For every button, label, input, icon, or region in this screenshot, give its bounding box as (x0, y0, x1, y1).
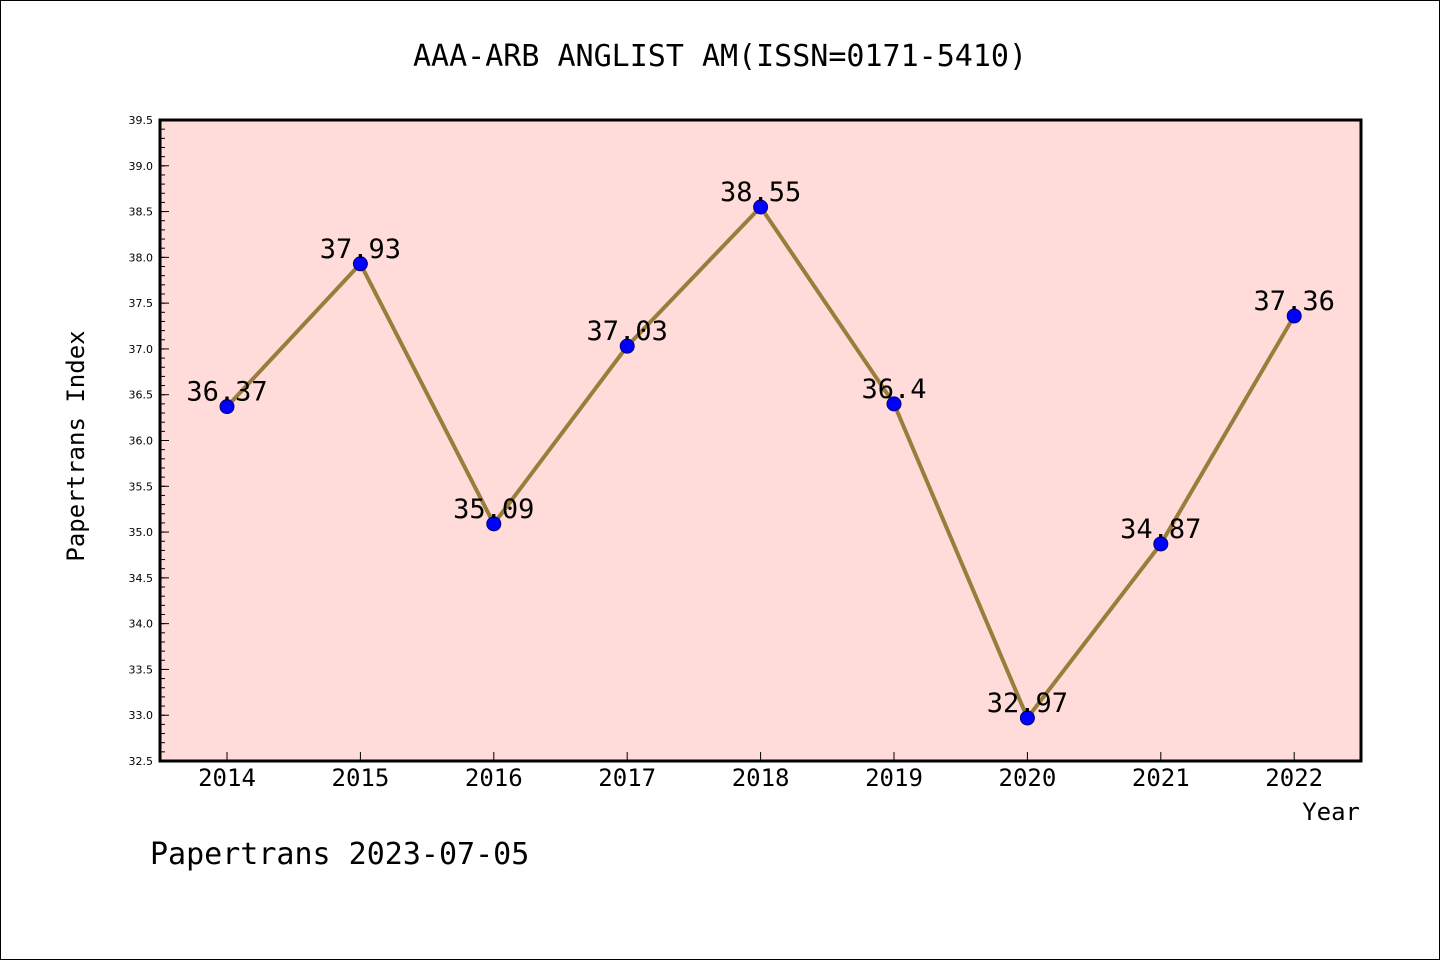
x-tick-label: 2021 (1132, 764, 1190, 792)
x-axis-title: Year (1302, 798, 1360, 826)
data-label: 37.03 (587, 316, 668, 347)
data-label: 36.4 (861, 374, 926, 405)
plot-frame (158, 118, 1363, 763)
y-tick-label: 36.5 (129, 389, 154, 402)
footer-credit: Papertrans 2023-07-05 (150, 837, 529, 872)
x-tick-label: 2017 (598, 764, 656, 792)
data-point (1019, 710, 1035, 726)
y-tick-label: 39.5 (129, 114, 154, 127)
data-point (886, 396, 902, 412)
data-point (219, 399, 235, 415)
x-tick-label: 2014 (198, 764, 256, 792)
data-point (1286, 308, 1302, 324)
data-point (619, 338, 635, 354)
x-tick-label: 2016 (465, 764, 523, 792)
y-axis-ticks: 32.5 33.0 33.5 34.0 34.5 35.0 35.5 36.0 36.5 37.0… (129, 114, 169, 768)
y-tick-label: 35.0 (129, 526, 154, 539)
x-tick-label: 2015 (332, 764, 390, 792)
data-label: 37.93 (320, 234, 401, 265)
y-tick-label: 38.5 (129, 206, 154, 219)
data-label: 38.55 (720, 177, 801, 208)
data-point (486, 516, 502, 532)
y-tick-label: 32.5 (129, 755, 154, 768)
x-tick-label: 2018 (732, 764, 790, 792)
x-tick-label: 2020 (999, 764, 1057, 792)
y-tick-label: 34.0 (129, 618, 154, 631)
x-tick-label: 2022 (1265, 764, 1323, 792)
series-markers (219, 199, 1302, 726)
y-axis-title: Papertrans Index (62, 330, 90, 561)
data-point (352, 256, 368, 272)
y-tick-label: 33.0 (129, 709, 154, 722)
data-label: 37.36 (1254, 286, 1335, 317)
y-tick-label: 39.0 (129, 160, 154, 173)
y-tick-label: 37.0 (129, 343, 154, 356)
data-label: 34.87 (1120, 514, 1201, 545)
y-tick-label: 36.0 (129, 435, 154, 448)
y-tick-label: 33.5 (129, 663, 154, 676)
data-labels: 36.37 37.93 35.09 37.03 38.55 36.4 32.97 34.87 3… (186, 177, 1334, 719)
plot-area (160, 120, 1361, 761)
chart-title: AAA-ARB ANGLIST AM(ISSN=0171-5410) (413, 39, 1027, 74)
x-tick-label: 2019 (865, 764, 923, 792)
data-point (1153, 536, 1169, 552)
data-label: 36.37 (186, 377, 267, 408)
y-tick-label: 34.5 (129, 572, 154, 585)
data-label: 32.97 (987, 688, 1068, 719)
y-tick-label: 37.5 (129, 297, 154, 310)
x-axis-ticks: 2014 2015 2016 2017 2018 2019 2020 2021 2022 (198, 752, 1323, 792)
y-tick-label: 38.0 (129, 251, 154, 264)
y-tick-label: 35.5 (129, 480, 154, 493)
data-label: 35.09 (453, 494, 534, 525)
data-point (753, 199, 769, 215)
